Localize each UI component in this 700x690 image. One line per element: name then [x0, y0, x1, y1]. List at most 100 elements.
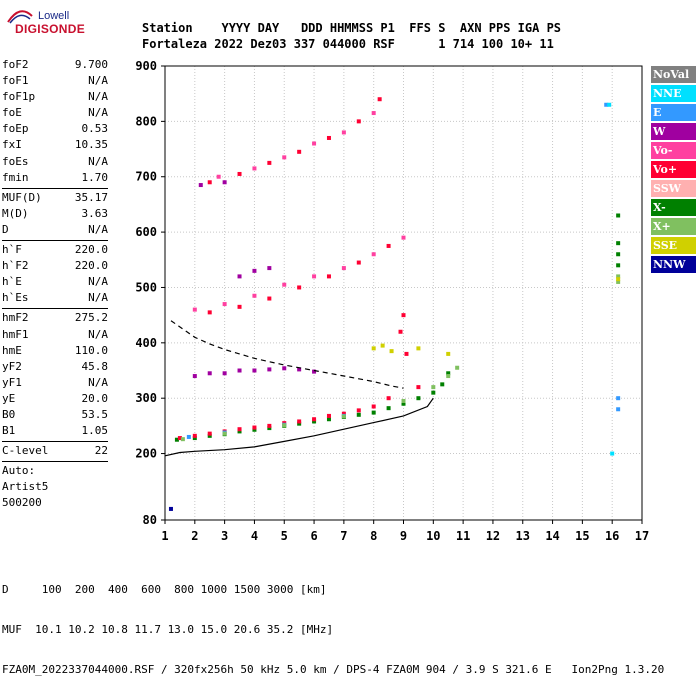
param-value: 0.53 — [81, 122, 109, 136]
legend-item: SSW — [651, 180, 696, 197]
data-point — [401, 398, 406, 403]
chart-grid — [164, 65, 643, 521]
data-point — [237, 429, 242, 434]
legend-item: NoVal — [651, 66, 696, 83]
y-tick-label: 200 — [135, 447, 157, 461]
param-label: foEp — [2, 122, 29, 136]
data-point — [404, 351, 409, 356]
data-point — [401, 235, 406, 240]
data-point — [297, 421, 302, 426]
parameter-group-profile: hmF2 275.2 hmF1 N/A hmE 110.0 yF2 45.8 yF1 N/A yE 2… — [2, 311, 108, 440]
param-value: 1.05 — [81, 424, 109, 438]
data-point — [222, 431, 227, 436]
logo-top-text: Lowell — [38, 10, 70, 22]
param-row: MUF(D) 35.17 — [2, 191, 108, 207]
y-tick-label: 300 — [135, 391, 157, 405]
data-point — [616, 241, 621, 246]
data-point — [180, 437, 185, 442]
data-point — [237, 274, 242, 279]
data-point — [237, 171, 242, 176]
param-label: D — [2, 222, 9, 236]
x-tick-label: 9 — [400, 529, 407, 543]
data-point — [186, 434, 191, 439]
x-tick-label: 12 — [486, 529, 500, 543]
param-label: C-level — [2, 444, 49, 458]
data-point — [341, 411, 346, 416]
param-value: N/A — [88, 154, 108, 168]
param-row: M(D) 3.63 — [2, 207, 108, 223]
autoscaler-name: Artist5 — [2, 480, 49, 494]
divider — [2, 240, 108, 242]
data-point — [371, 252, 376, 257]
data-point — [604, 102, 609, 107]
data-point — [371, 410, 376, 415]
data-point — [356, 260, 361, 265]
param-label: foF2 — [2, 58, 29, 71]
param-row: hmE 110.0 — [2, 344, 108, 360]
data-point — [192, 307, 197, 312]
data-point — [168, 506, 173, 511]
data-point — [607, 102, 612, 107]
data-point — [446, 371, 451, 376]
parameter-group-heights: h`F 220.0 h`F2 220.0 h`E N/A h`Es N/A — [2, 243, 108, 307]
data-point — [616, 279, 621, 284]
param-value: 220.0 — [74, 243, 108, 257]
data-point — [416, 396, 421, 401]
data-point — [326, 413, 331, 418]
data-point — [222, 180, 227, 185]
data-point — [356, 119, 361, 124]
dashed-profile-curve — [170, 320, 404, 389]
data-point — [440, 382, 445, 387]
data-point — [267, 266, 272, 271]
param-value: 20.0 — [81, 391, 109, 405]
param-row: h`F2 220.0 — [2, 259, 108, 275]
param-label: h`F2 — [2, 259, 29, 273]
legend-item: X+ — [651, 218, 696, 235]
data-point — [267, 296, 272, 301]
data-point — [282, 366, 287, 371]
param-value: 53.5 — [81, 407, 109, 421]
y-tick-label: 500 — [135, 280, 157, 294]
data-point — [216, 174, 221, 179]
parameter-group-confidence: C-level 22 — [2, 444, 108, 460]
x-tick-label: 15 — [575, 529, 589, 543]
data-point — [207, 371, 212, 376]
x-tick-label: 17 — [635, 529, 649, 543]
data-point — [207, 180, 212, 185]
x-tick-label: 2 — [191, 529, 198, 543]
data-point — [312, 369, 317, 374]
data-point — [326, 135, 331, 140]
footer-muf-row: MUF 10.1 10.2 10.8 11.7 13.0 15.0 20.6 3… — [2, 623, 334, 636]
x-tick-label: 5 — [281, 529, 288, 543]
param-label: foF1 — [2, 74, 29, 88]
data-point — [177, 436, 182, 441]
y-tick-label: 700 — [135, 170, 157, 184]
param-row: B0 53.5 — [2, 408, 108, 424]
param-value: N/A — [88, 74, 108, 88]
data-point — [386, 396, 391, 401]
param-label: B0 — [2, 407, 16, 421]
param-label: h`F — [2, 243, 22, 257]
param-label: foF1p — [2, 90, 36, 104]
data-point — [282, 282, 287, 287]
param-value: 22 — [94, 444, 108, 458]
param-row: C-level 22 — [2, 444, 108, 460]
x-tick-label: 10 — [426, 529, 440, 543]
data-point — [341, 266, 346, 271]
data-point — [616, 396, 621, 401]
param-value: 10.35 — [74, 138, 108, 152]
param-label: h`Es — [2, 291, 29, 305]
polarization-legend: NoVal NNE E W Vo- Vo+ SSW X- X+ SSE NNW — [651, 66, 696, 275]
legend-item: W — [651, 123, 696, 140]
autoscaler-version: 500200 — [2, 496, 42, 510]
x-tick-label: 13 — [516, 529, 530, 543]
data-point — [416, 346, 421, 351]
param-row: fxI 10.35 — [2, 138, 108, 154]
data-point — [312, 141, 317, 146]
legend-item: Vo+ — [651, 161, 696, 178]
param-row: foF1p N/A — [2, 90, 108, 106]
plot-frame — [164, 65, 643, 521]
param-row: h`Es N/A — [2, 291, 108, 307]
x-tick-label: 8 — [370, 529, 377, 543]
x-tick-label: 11 — [456, 529, 470, 543]
